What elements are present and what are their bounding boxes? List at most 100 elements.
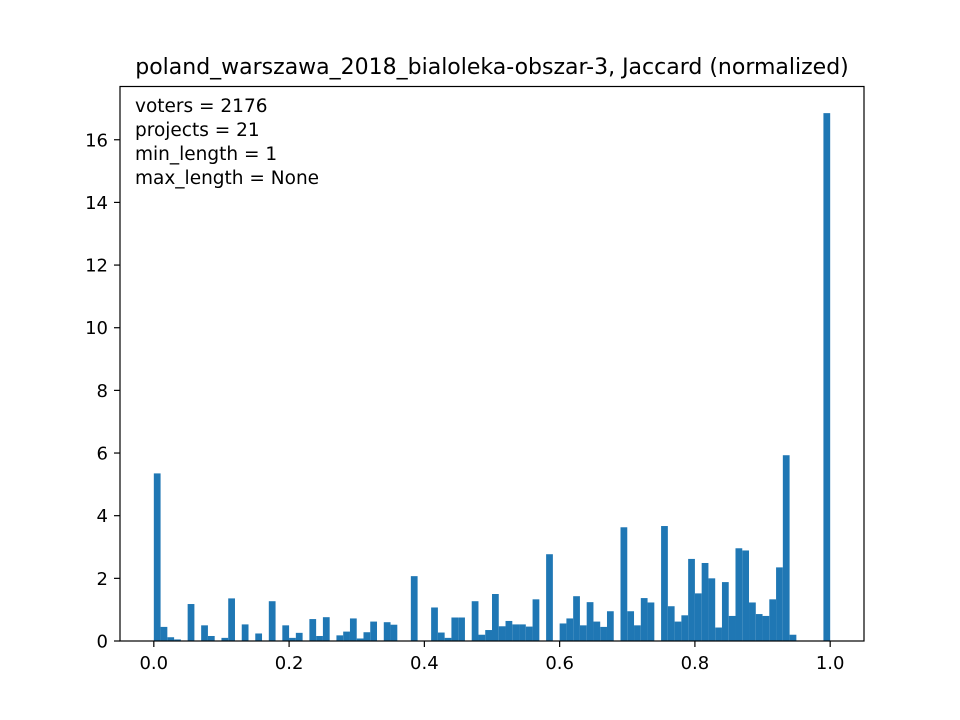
histogram-bar bbox=[606, 611, 614, 641]
histogram-bar bbox=[721, 582, 729, 641]
x-tick-label: 0.4 bbox=[410, 653, 439, 674]
histogram-bar bbox=[755, 614, 763, 641]
histogram-bar bbox=[667, 606, 675, 641]
histogram-bar bbox=[634, 625, 641, 641]
histogram-bar bbox=[694, 593, 702, 641]
annotation-block: voters = 2176 projects = 21 min_length = 1… bbox=[135, 96, 319, 189]
histogram-bar bbox=[661, 526, 668, 641]
x-tick-label: 0.8 bbox=[681, 653, 710, 674]
histogram-bar bbox=[701, 562, 709, 641]
histogram-bar bbox=[593, 621, 601, 641]
chart-title: poland_warszawa_2018_bialoleka-obszar-3,… bbox=[135, 55, 849, 80]
histogram-bar bbox=[431, 607, 438, 641]
histogram-bar bbox=[546, 554, 553, 641]
histogram-bar bbox=[437, 632, 445, 641]
histogram-bar bbox=[600, 626, 607, 641]
histogram-bar bbox=[735, 548, 743, 641]
histogram-bar bbox=[160, 626, 168, 641]
histogram-bar bbox=[776, 567, 783, 641]
histogram-bar bbox=[174, 639, 181, 641]
histogram-bar bbox=[343, 631, 350, 641]
histogram-bar bbox=[627, 611, 635, 641]
plot-frame bbox=[119, 85, 865, 642]
histogram-bar bbox=[370, 621, 378, 641]
x-tick-label: 0.2 bbox=[275, 653, 304, 674]
histogram-bar bbox=[485, 630, 492, 641]
histogram-bar bbox=[356, 638, 364, 641]
x-tick-label: 0.6 bbox=[545, 653, 574, 674]
histogram-bar bbox=[742, 550, 750, 641]
histogram-bar bbox=[586, 602, 594, 641]
y-tick-label: 14 bbox=[85, 193, 108, 214]
annotation-line: voters = 2176 bbox=[135, 96, 268, 117]
histogram-bar bbox=[336, 635, 344, 641]
histogram-bar bbox=[647, 602, 655, 641]
histogram-bar bbox=[221, 637, 229, 641]
y-tick-label: 12 bbox=[85, 256, 108, 277]
histogram-bar bbox=[498, 626, 506, 641]
histogram-bar bbox=[782, 455, 790, 641]
histogram-bar bbox=[289, 637, 296, 641]
histogram-bar bbox=[153, 473, 161, 641]
histogram-bar bbox=[823, 113, 831, 641]
histogram-bar bbox=[715, 627, 722, 641]
y-tick-label: 4 bbox=[97, 506, 108, 527]
histogram-bar bbox=[187, 604, 195, 641]
histogram-bar bbox=[532, 599, 540, 641]
x-tick-label: 0.0 bbox=[139, 653, 168, 674]
histogram-bar bbox=[566, 618, 574, 641]
histogram-bar bbox=[201, 625, 208, 641]
y-tick-label: 16 bbox=[85, 130, 108, 151]
histogram-bar bbox=[512, 624, 520, 641]
histogram-bar bbox=[458, 617, 465, 641]
bars-group bbox=[153, 113, 831, 641]
histogram-bar bbox=[471, 601, 479, 641]
histogram-bar bbox=[268, 601, 276, 641]
annotation-line: min_length = 1 bbox=[135, 144, 277, 165]
histogram-bar bbox=[478, 634, 486, 641]
x-tick-label: 1.0 bbox=[816, 653, 845, 674]
x-axis: 0.0 0.2 0.4 0.6 0.8 1.0 bbox=[139, 641, 845, 674]
histogram-bar bbox=[525, 626, 533, 641]
histogram-bar bbox=[708, 578, 716, 641]
histogram-bar bbox=[363, 632, 371, 641]
y-tick-label: 6 bbox=[97, 444, 108, 465]
histogram-bar bbox=[620, 527, 628, 641]
histogram-bar bbox=[519, 624, 526, 641]
histogram-bar bbox=[241, 624, 249, 641]
y-tick-label: 0 bbox=[97, 632, 108, 653]
histogram-bar bbox=[769, 599, 777, 641]
histogram-bar bbox=[167, 637, 175, 641]
y-tick-label: 10 bbox=[85, 318, 108, 339]
histogram-bar bbox=[492, 594, 499, 641]
histogram-bar bbox=[559, 623, 567, 641]
histogram-bar bbox=[728, 615, 736, 641]
histogram-bar bbox=[390, 624, 398, 641]
histogram-bar bbox=[505, 620, 513, 641]
y-tick-label: 8 bbox=[97, 381, 108, 402]
annotation-line: projects = 21 bbox=[135, 120, 260, 141]
histogram-bar bbox=[228, 598, 235, 641]
histogram-bar bbox=[316, 635, 323, 641]
histogram-bar bbox=[255, 633, 263, 641]
histogram-bar bbox=[573, 596, 580, 641]
histogram-bar bbox=[762, 615, 770, 641]
histogram-bar bbox=[688, 558, 695, 641]
histogram-bar bbox=[640, 598, 648, 641]
y-tick-label: 2 bbox=[97, 569, 108, 590]
histogram-bar bbox=[207, 635, 215, 641]
histogram-bar bbox=[383, 622, 391, 641]
histogram-bar bbox=[349, 618, 357, 641]
histogram-bar bbox=[309, 619, 317, 641]
annotation-line: max_length = None bbox=[135, 168, 319, 189]
histogram-bar bbox=[674, 621, 682, 641]
histogram-bar bbox=[789, 634, 797, 641]
y-axis: 0 2 4 6 8 10 12 14 16 bbox=[85, 130, 120, 653]
histogram-bar bbox=[282, 625, 290, 641]
histogram-bar bbox=[322, 617, 330, 641]
histogram-bar bbox=[444, 637, 452, 641]
histogram-bar bbox=[410, 576, 418, 641]
histogram-bar bbox=[681, 615, 689, 641]
histogram-bar bbox=[749, 602, 756, 641]
